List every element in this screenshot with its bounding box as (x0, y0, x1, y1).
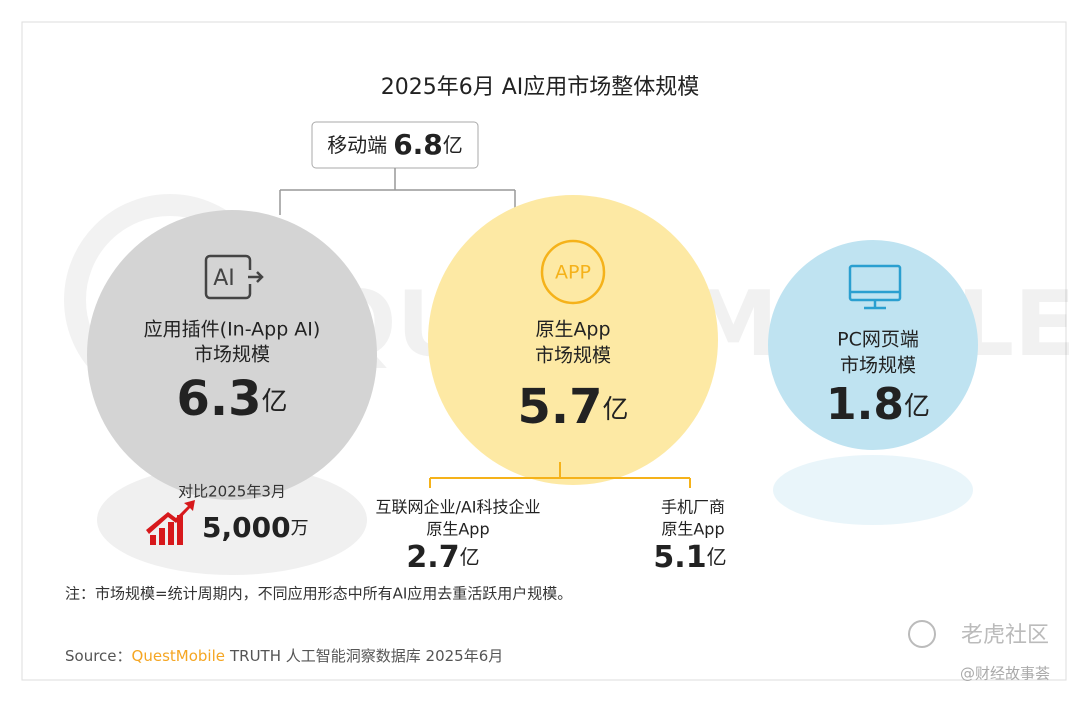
child-label: 手机厂商 (661, 498, 725, 517)
ai-icon: AI (204, 254, 264, 300)
source: Source：QuestMobile TRUTH 人工智能洞察数据库 2025年6… (65, 647, 503, 665)
unit: 亿 (904, 392, 930, 422)
pc-label: PC网页端 (837, 329, 919, 351)
unit: 亿 (603, 395, 629, 425)
connector (279, 168, 516, 215)
value: 5.7 (517, 379, 602, 435)
value: 6.3 (176, 371, 261, 427)
unit: 亿 (707, 545, 727, 569)
watermark-icon (908, 620, 936, 648)
native-label: 市场规模 (535, 345, 611, 367)
title: 2025年6月 AI应用市场整体规模 (381, 75, 700, 100)
app-icon-text: APP (555, 262, 591, 284)
reflection (97, 465, 367, 575)
child-value: 2.7亿 (406, 540, 479, 575)
watermark-site: 老虎社区 (961, 623, 1049, 648)
monitor-icon (848, 264, 902, 310)
pc-label: 市场规模 (840, 355, 916, 377)
child-label: 原生App (661, 520, 724, 539)
note: 注：市场规模=统计周期内，不同应用形态中所有AI应用去重活跃用户规模。 (65, 585, 572, 603)
pc-circle (768, 240, 978, 450)
child-value: 5.1亿 (653, 540, 726, 575)
native-label: 原生App (535, 319, 610, 341)
mobile-unit: 亿 (443, 133, 463, 157)
value: 5.1 (653, 540, 706, 575)
reflection (773, 455, 973, 525)
source-prefix: Source： (65, 647, 132, 665)
source-brand: QuestMobile (132, 647, 225, 665)
value: 1.8 (826, 379, 904, 430)
mobile-label: 移动端 (327, 133, 387, 157)
bracket (429, 462, 691, 488)
mobile-value: 6.8 (393, 128, 443, 161)
compare-label: 对比2025年3月 (178, 483, 286, 501)
child-label: 互联网企业/AI科技企业 (375, 498, 540, 517)
growth-icon (146, 500, 195, 545)
native-app-circle (428, 195, 718, 485)
ai-icon-text: AI (213, 266, 235, 291)
watermark-author: @财经故事荟 (960, 665, 1050, 683)
source-rest: TRUTH 人工智能洞察数据库 2025年6月 (229, 647, 503, 665)
in-app-label: 应用插件(In-App AI) (144, 319, 321, 341)
child-label: 原生App (426, 520, 489, 539)
unit: 万 (291, 518, 309, 539)
in-app-label: 市场规模 (194, 344, 270, 366)
value: 5,000 (202, 511, 291, 544)
unit: 亿 (262, 387, 288, 417)
in-app-circle (87, 210, 377, 500)
pc-value: 1.8亿 (826, 379, 930, 430)
unit: 亿 (460, 545, 480, 569)
in-app-value: 6.3亿 (176, 371, 287, 427)
native-value: 5.7亿 (517, 379, 628, 435)
app-icon (540, 239, 606, 305)
value: 2.7 (406, 540, 459, 575)
mobile-total: 移动端 6.8亿 (327, 128, 463, 161)
compare-value: 5,000万 (202, 511, 309, 544)
